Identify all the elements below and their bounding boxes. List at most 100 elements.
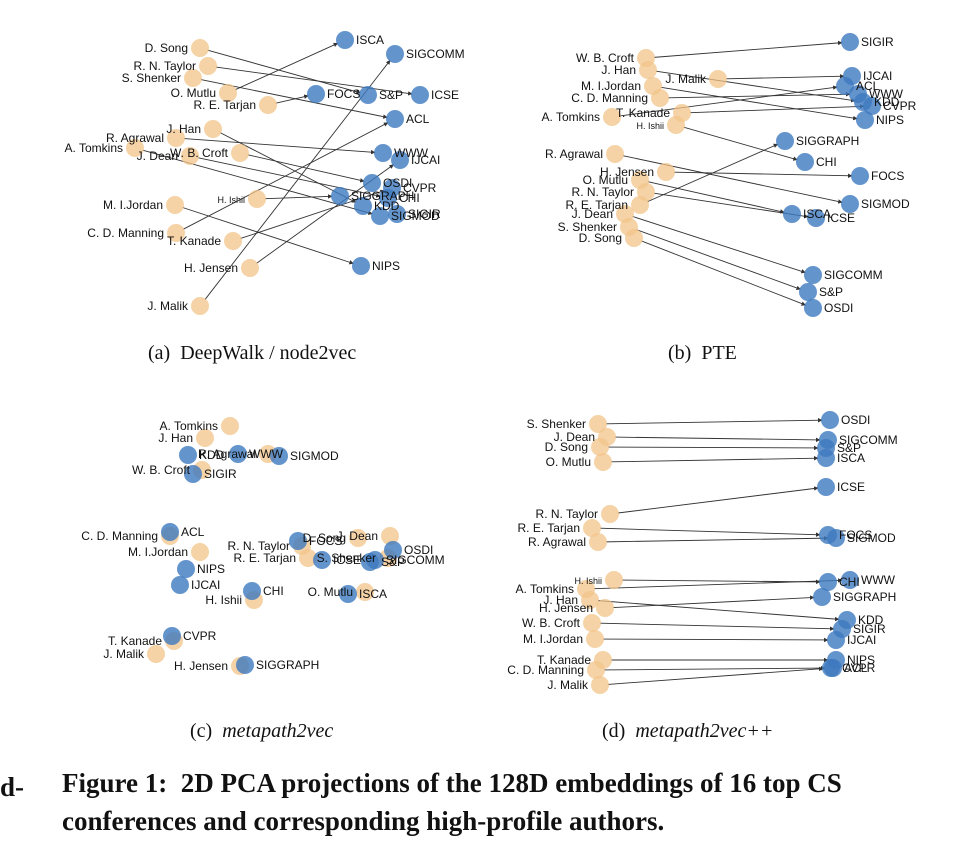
panel-pte: W. B. Croft J. Han J. Malik M. I.Jordan C. D… bbox=[500, 8, 950, 328]
conference-label: S&P bbox=[379, 88, 403, 102]
conference-label: SIGMOD bbox=[861, 197, 910, 211]
author-label: S. Shenker bbox=[317, 551, 376, 565]
conference-label: KDD bbox=[858, 613, 884, 627]
conference-node bbox=[386, 110, 404, 128]
edge-12 bbox=[182, 207, 354, 265]
author-label: C. D. Manning bbox=[571, 91, 648, 105]
caption-b-method: PTE bbox=[701, 342, 737, 364]
author-node bbox=[631, 196, 649, 214]
author-label: J. Malik bbox=[665, 72, 707, 86]
edge-15 bbox=[636, 229, 801, 291]
edge-1 bbox=[653, 40, 843, 58]
panel-deepwalk: D. Song R. N. Taylor S. Shenker O. Mutlu R. … bbox=[50, 8, 480, 328]
conference-node bbox=[863, 97, 881, 115]
author-label: M. I.Jordan bbox=[128, 545, 188, 559]
author-label: W. B. Croft bbox=[522, 616, 581, 630]
conference-label: CVPR bbox=[883, 99, 917, 113]
author-node bbox=[167, 129, 185, 147]
author-label: R. Agrawal bbox=[198, 447, 256, 461]
conference-label: S&P bbox=[837, 441, 861, 455]
conference-label: SIGCOMM bbox=[406, 47, 465, 61]
author-node bbox=[583, 614, 601, 632]
conference-node bbox=[819, 573, 837, 591]
author-node bbox=[591, 438, 609, 456]
conference-label: WWW bbox=[394, 146, 429, 160]
conference-node bbox=[817, 449, 835, 467]
caption-a-label: (a) bbox=[148, 342, 171, 364]
conference-node bbox=[307, 85, 325, 103]
conference-node bbox=[817, 478, 835, 496]
edge-3 bbox=[607, 445, 819, 451]
conference-label: CVPR bbox=[183, 629, 217, 643]
conference-node bbox=[776, 132, 794, 150]
conference-node bbox=[243, 582, 261, 600]
conference-node bbox=[161, 523, 179, 541]
author-label: J. Malik bbox=[103, 647, 145, 661]
edge-2 bbox=[215, 66, 413, 96]
author-node bbox=[167, 224, 185, 242]
conference-label: IJCAI bbox=[847, 633, 876, 647]
author-node bbox=[259, 96, 277, 114]
conference-node bbox=[339, 585, 357, 603]
caption-c-method: metapath2vec bbox=[222, 720, 334, 742]
edge-12 bbox=[653, 192, 809, 219]
edge-1 bbox=[605, 417, 823, 425]
figure-caption-text: 2D PCA projections of the 128D embedding… bbox=[62, 768, 842, 836]
node-layer bbox=[603, 33, 881, 317]
conference-label: NIPS bbox=[876, 113, 904, 127]
conference-label: CHI bbox=[399, 191, 420, 205]
caption-d-method: metapath2vec++ bbox=[635, 720, 774, 742]
author-node bbox=[196, 429, 214, 447]
author-node bbox=[349, 529, 367, 547]
author-label: T. Kanade bbox=[537, 653, 591, 667]
conference-label: SIGMOD bbox=[290, 449, 339, 463]
conference-label: OSDI bbox=[404, 543, 433, 557]
conference-label: FOCS bbox=[327, 87, 360, 101]
edge-1 bbox=[207, 49, 361, 94]
author-label: R. N. Taylor bbox=[134, 59, 196, 73]
author-label: C. D. Manning bbox=[81, 529, 158, 543]
conference-label: CVPR bbox=[403, 181, 437, 195]
conference-label: SIGIR bbox=[853, 622, 886, 636]
conference-label: NIPS bbox=[372, 259, 400, 273]
edge-layer bbox=[593, 417, 843, 685]
edge-8 bbox=[142, 149, 373, 215]
conference-label: ISCA bbox=[803, 207, 831, 221]
edge-16 bbox=[641, 240, 806, 306]
conference-node bbox=[352, 257, 370, 275]
author-label: A. Tomkins bbox=[160, 419, 218, 433]
author-node bbox=[184, 69, 202, 87]
conference-node bbox=[813, 588, 831, 606]
conference-node bbox=[783, 205, 801, 223]
edge-layer bbox=[619, 40, 865, 306]
conference-node bbox=[796, 153, 814, 171]
conference-label: SIGCOMM bbox=[839, 433, 898, 447]
conference-label: SIGGRAPH bbox=[256, 658, 319, 672]
author-label: T. Kanade bbox=[167, 234, 221, 248]
author-node bbox=[181, 147, 199, 165]
conference-label: IJCAI bbox=[191, 578, 220, 592]
conference-label: ISCA bbox=[356, 33, 384, 47]
author-label: O. Mutlu bbox=[546, 455, 591, 469]
edge-13 bbox=[647, 143, 779, 203]
author-node bbox=[594, 453, 612, 471]
author-node bbox=[587, 661, 605, 679]
conference-label: FOCS bbox=[839, 528, 872, 542]
conference-node bbox=[841, 571, 859, 589]
author-label: H. Jensen bbox=[184, 261, 238, 275]
edge-2 bbox=[655, 70, 856, 103]
caption-c: (c) metapath2vec bbox=[190, 720, 333, 743]
author-node bbox=[221, 417, 239, 435]
author-label: R. Agrawal bbox=[545, 147, 603, 161]
conference-label: SIGCOMM bbox=[824, 268, 883, 282]
conference-node bbox=[822, 659, 840, 677]
conference-label: IJCAI bbox=[863, 69, 892, 83]
edge-11 bbox=[264, 194, 333, 200]
edge-15 bbox=[603, 665, 826, 671]
conference-label: ICSE bbox=[431, 88, 459, 102]
conference-label: ACL bbox=[844, 661, 868, 675]
author-label: J. Dean bbox=[554, 430, 595, 444]
